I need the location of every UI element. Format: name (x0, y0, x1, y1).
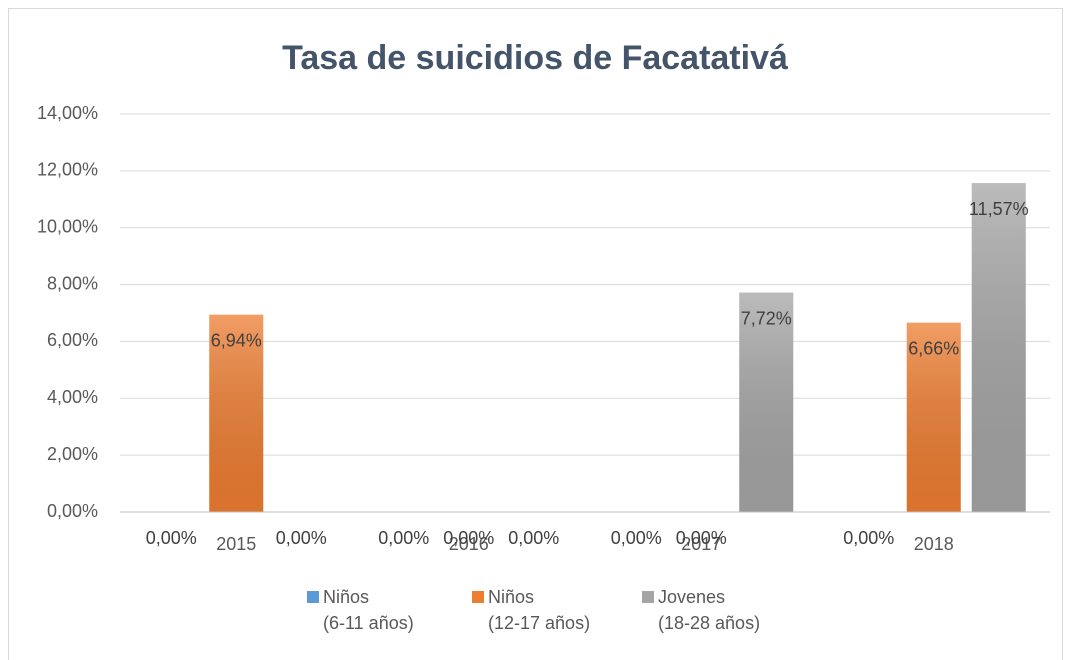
y-tick-label: 0,00% (47, 501, 98, 521)
y-tick-label: 12,00% (37, 160, 98, 180)
bar-shading (209, 314, 264, 512)
data-label: 0,00% (443, 528, 494, 548)
data-label: 0,00% (843, 528, 894, 548)
legend-swatch (307, 591, 319, 603)
chart-frame (8, 8, 1063, 660)
legend-label: Niños (6-11 años) (323, 587, 414, 633)
data-label: 0,00% (276, 528, 327, 548)
y-tick-label: 10,00% (37, 216, 98, 236)
y-tick-label: 6,00% (47, 330, 98, 350)
data-label: 0,00% (508, 528, 559, 548)
chart-title: Tasa de suicidios de Facatativá (282, 39, 788, 77)
bar-shading (906, 322, 961, 512)
data-label: 0,00% (611, 528, 662, 548)
x-tick-label: 2017 (681, 534, 721, 554)
x-tick-label: 2016 (449, 534, 489, 554)
bar-shading (739, 292, 794, 512)
y-tick-label: 8,00% (47, 273, 98, 293)
data-label: 11,57% (969, 199, 1029, 219)
x-tick-label: 2015 (216, 534, 256, 554)
y-tick-label: 4,00% (47, 387, 98, 407)
legend-item: Niños (6-11 años) (307, 584, 414, 636)
x-tick-label: 2018 (914, 534, 954, 554)
legend-label: Jovenes (18-28 años) (658, 587, 761, 633)
legend-swatch (642, 591, 654, 603)
data-label: 6,94% (211, 330, 262, 350)
data-label: 0,00% (676, 528, 727, 548)
legend-swatch (472, 591, 484, 603)
bar-shading (971, 183, 1026, 512)
data-label: 6,66% (908, 338, 959, 358)
legend-item: Niños (12-17 años) (472, 584, 590, 636)
data-label: 0,00% (146, 528, 197, 548)
data-label: 7,72% (741, 308, 792, 328)
y-tick-label: 2,00% (47, 444, 98, 464)
data-label: 0,00% (378, 528, 429, 548)
legend-item: Jovenes (18-28 años) (642, 584, 760, 636)
legend-label: Niños (12-17 años) (488, 587, 591, 633)
y-tick-label: 14,00% (37, 103, 98, 123)
